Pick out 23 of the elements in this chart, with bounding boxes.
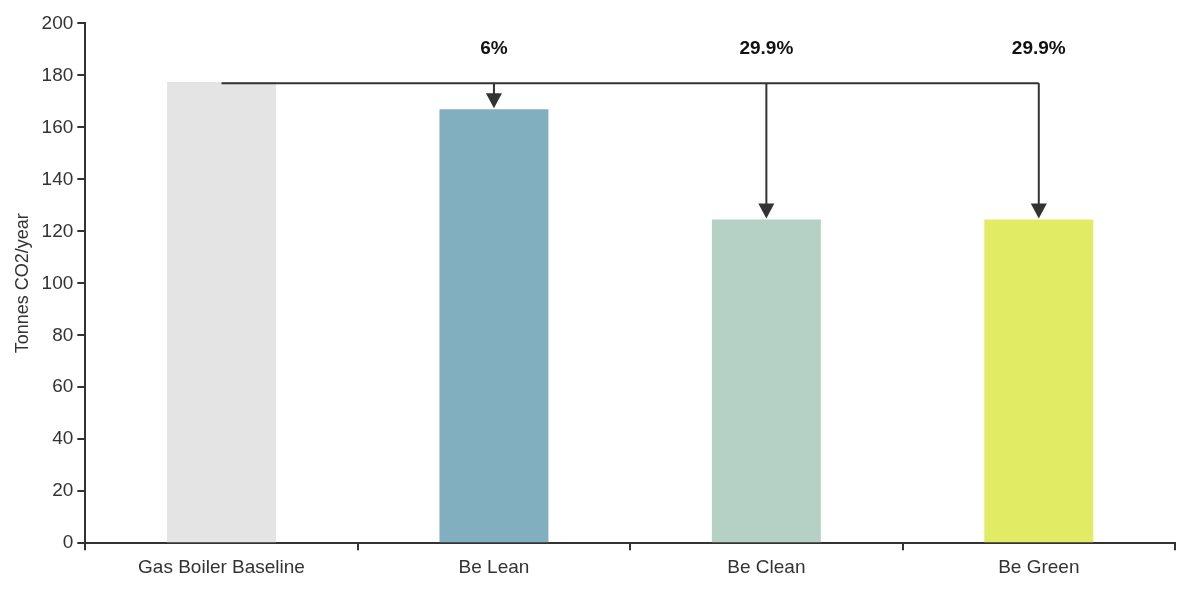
x-tick-label: Be Lean [458,555,530,577]
bar [984,219,1094,543]
y-tick-label: 120 [41,219,74,241]
y-tick-label: 80 [52,323,74,345]
y-axis-title: Tonnes CO2/year [11,213,32,354]
annotation: 29.9% [739,37,794,59]
y-tick-label: 200 [41,11,74,33]
x-tick-label: Be Green [998,555,1080,577]
annotation: 29.9% [1011,37,1066,59]
bar [711,219,821,543]
bar [167,81,276,543]
annotation: 6% [480,37,508,59]
y-tick-label: 100 [41,271,74,293]
bar [439,109,549,543]
y-tick-label: 140 [41,167,74,189]
y-tick-label: 40 [52,427,74,449]
y-tick-label: 160 [41,115,74,137]
y-tick-label: 0 [62,531,74,553]
y-tick-label: 60 [52,375,74,397]
y-tick-label: 20 [52,479,74,501]
y-tick-label: 180 [41,63,74,85]
x-tick-label: Be Clean [727,555,806,577]
x-tick-label: Gas Boiler Baseline [138,555,305,577]
